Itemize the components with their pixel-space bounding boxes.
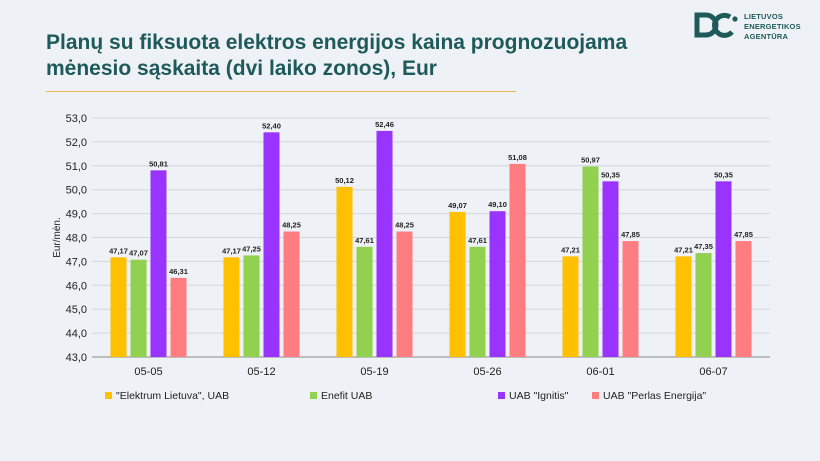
data-label: 47,61 (355, 236, 374, 245)
data-label: 51,08 (508, 153, 527, 162)
bar (562, 256, 579, 357)
bar (336, 186, 353, 357)
y-tick-label: 43,0 (66, 352, 87, 364)
data-label: 50,81 (149, 159, 168, 168)
bar (582, 166, 599, 357)
logo-text: LIETUVOS ENERGETIKOS AGENTŪRA (744, 12, 801, 42)
bar (675, 256, 692, 357)
data-label: 47,25 (242, 244, 261, 253)
data-label: 47,17 (222, 246, 241, 255)
data-label: 50,97 (581, 156, 600, 165)
y-tick-label: 46,0 (66, 280, 87, 292)
y-tick-label: 50,0 (66, 185, 87, 197)
legend-label: Enefit UAB (321, 390, 372, 402)
legend-label: "Elektrum Lietuva", UAB (116, 390, 229, 402)
logo-text-line2: ENERGETIKOS (744, 22, 801, 31)
bar (283, 231, 300, 357)
legend-swatch (105, 392, 112, 399)
data-label: 47,85 (621, 230, 640, 239)
bar (223, 257, 240, 357)
x-tick-label: 06-01 (586, 366, 614, 378)
data-label: 47,35 (694, 242, 713, 251)
bar (376, 130, 393, 357)
x-tick-label: 05-26 (473, 366, 501, 378)
legend-label: UAB "Ignitis" (509, 390, 569, 402)
bar (110, 257, 127, 357)
data-label: 48,25 (395, 221, 414, 230)
bar (695, 253, 712, 357)
data-label: 52,46 (375, 120, 394, 129)
x-tick-label: 06-07 (699, 366, 727, 378)
y-tick-label: 52,0 (66, 137, 87, 149)
chart-title-line1: Planų su fiksuota elektros energijos kai… (46, 31, 628, 54)
y-tick-label: 47,0 (66, 256, 87, 268)
y-tick-label: 53,0 (66, 113, 87, 125)
logo-text-line3: AGENTŪRA (744, 32, 789, 41)
chart-legend: "Elektrum Lietuva", UAB Enefit UAB UAB "Ig… (105, 390, 706, 402)
data-label: 49,07 (448, 201, 467, 210)
bar (489, 211, 506, 357)
data-label: 48,25 (282, 221, 301, 230)
y-tick-label: 51,0 (66, 161, 87, 173)
data-label: 47,61 (468, 236, 487, 245)
logo-mark-icon (694, 12, 738, 38)
bar (150, 170, 167, 357)
chart-gridlines (92, 117, 770, 358)
y-tick-label: 49,0 (66, 209, 87, 221)
chart-title-line2: mėnesio sąskaita (dvi laiko zonos), Eur (46, 57, 437, 80)
chart-title: Planų su fiksuota elektros energijos kai… (46, 30, 646, 82)
legend-label: UAB "Perlas Energija" (603, 390, 706, 402)
bar (356, 246, 373, 357)
data-label: 50,12 (335, 176, 354, 185)
legend-swatch (498, 392, 505, 399)
data-label: 47,17 (109, 246, 128, 255)
data-label: 50,35 (601, 170, 620, 179)
data-label: 49,10 (488, 200, 507, 209)
data-label: 52,40 (262, 121, 281, 130)
bar (469, 246, 486, 357)
x-tick-label: 05-05 (134, 366, 162, 378)
bar (622, 241, 639, 357)
bar (243, 255, 260, 357)
data-label: 47,07 (129, 249, 148, 258)
logo-text-line1: LIETUVOS (744, 12, 784, 21)
data-label: 50,35 (714, 170, 733, 179)
title-underline (46, 91, 516, 92)
data-label: 47,85 (734, 230, 753, 239)
bar (735, 241, 752, 357)
x-axis-ticks: 05-05 05-12 05-19 05-26 06-01 06-07 (134, 366, 727, 378)
bar (263, 132, 280, 357)
bar (396, 231, 413, 357)
x-tick-label: 05-12 (247, 366, 275, 378)
bar (170, 277, 187, 357)
bar (130, 259, 147, 357)
x-tick-label: 05-19 (360, 366, 388, 378)
agency-logo: LIETUVOS ENERGETIKOS AGENTŪRA (694, 11, 814, 45)
y-axis-label: Eur/mėn. (52, 217, 63, 258)
bar (449, 211, 466, 357)
y-tick-label: 48,0 (66, 233, 87, 245)
legend-swatch (310, 392, 317, 399)
chart-bars (110, 130, 752, 357)
bar (715, 181, 732, 357)
y-axis-ticks: 53,0 52,0 51,0 50,0 49,0 48,0 47,0 46,0 45,0 44,0… (66, 113, 87, 364)
y-tick-label: 45,0 (66, 304, 87, 316)
data-label: 46,31 (169, 267, 188, 276)
legend-swatch (592, 392, 599, 399)
data-label: 47,21 (561, 245, 580, 254)
bar (509, 163, 526, 357)
bar (602, 181, 619, 357)
y-tick-label: 44,0 (66, 328, 87, 340)
data-label: 47,21 (674, 245, 693, 254)
